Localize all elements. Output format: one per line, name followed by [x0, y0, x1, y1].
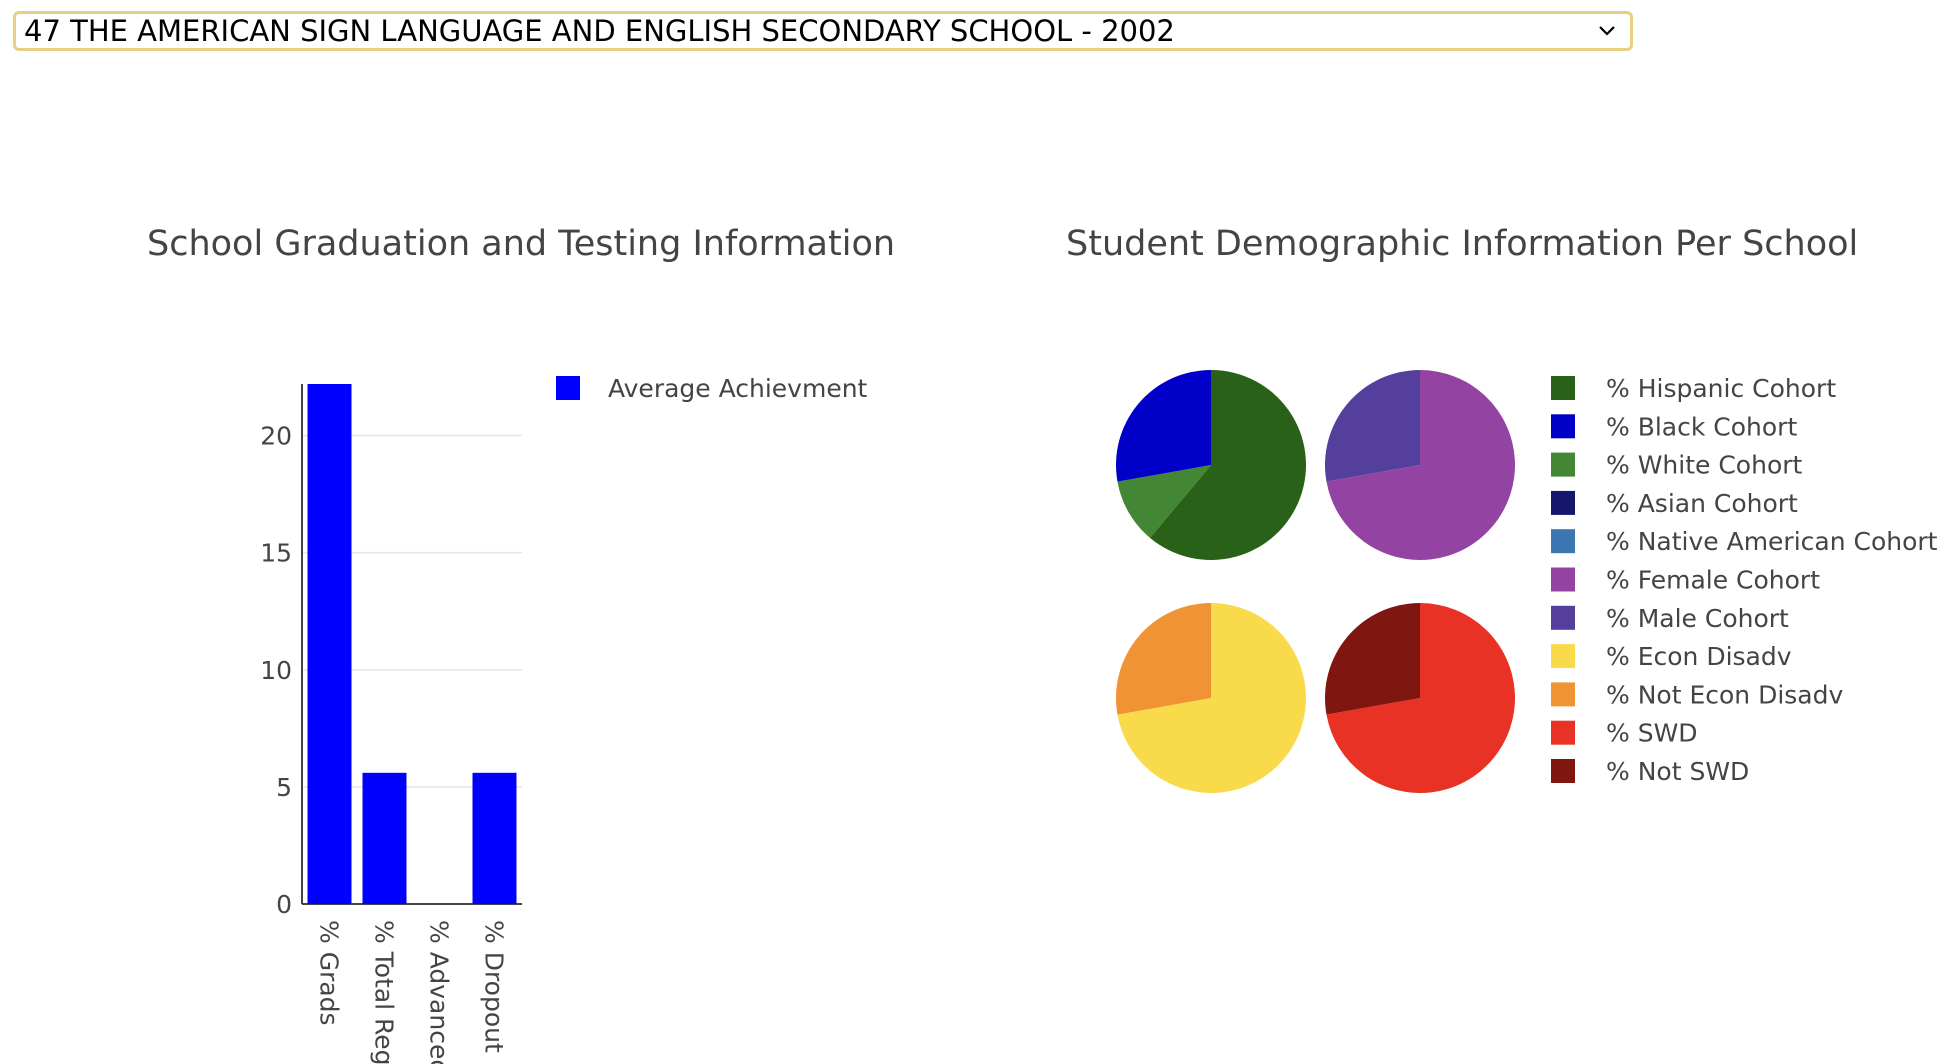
legend-label[interactable]: % SWD	[1606, 719, 1698, 748]
legend-swatch[interactable]	[1551, 682, 1575, 707]
legend-swatch[interactable]	[1551, 567, 1575, 592]
bar-pct-dropout[interactable]	[472, 772, 517, 904]
chevron-down-icon	[1599, 26, 1615, 36]
legend-swatch[interactable]	[1551, 644, 1575, 669]
legend-swatch[interactable]	[1551, 376, 1575, 400]
x-tick-label: % Dropout	[480, 920, 509, 1053]
legend-swatch[interactable]	[1551, 414, 1575, 439]
bar-chart-title: School Graduation and Testing Informatio…	[147, 224, 896, 264]
legend-label[interactable]: % Not SWD	[1606, 757, 1749, 786]
legend-label[interactable]: % Male Cohort	[1606, 604, 1789, 633]
y-tick-label: 5	[276, 773, 292, 802]
legend-label[interactable]: % Black Cohort	[1606, 412, 1797, 441]
bar-pct-grads[interactable]	[307, 384, 352, 904]
y-tick-label: 0	[276, 890, 292, 919]
legend-label[interactable]: Average Achievment	[608, 374, 868, 403]
pie-slice-pct-not-swd[interactable]	[1325, 603, 1420, 715]
legend-swatch[interactable]	[1551, 605, 1575, 630]
pie-slice-pct-female-cohort[interactable]	[1326, 370, 1515, 560]
pie-slice-pct-black-cohort[interactable]	[1116, 370, 1211, 482]
bar-chart: 0 5 10 15 20 % Grads % Total Reg % Advanced % Dr…	[260, 374, 868, 1064]
legend-swatch[interactable]	[1551, 720, 1575, 745]
legend-label[interactable]: % White Cohort	[1606, 451, 1803, 480]
bar-pct-total-reg[interactable]	[362, 772, 407, 904]
legend-label[interactable]: % Hispanic Cohort	[1606, 374, 1836, 403]
legend-swatch[interactable]	[1551, 452, 1575, 477]
school-select-value: 47 THE AMERICAN SIGN LANGUAGE AND ENGLIS…	[24, 14, 1175, 48]
pie-slice-pct-not-econ-disadv[interactable]	[1116, 603, 1211, 715]
legend-swatch[interactable]	[1551, 490, 1575, 515]
legend-label[interactable]: % Native American Cohort	[1606, 527, 1938, 556]
y-tick-label: 10	[260, 656, 292, 685]
pie-slice-pct-hispanic-cohort[interactable]	[1149, 370, 1306, 560]
pie-slice-pct-econ-disadv[interactable]	[1117, 603, 1306, 793]
y-tick-label: 15	[260, 539, 292, 568]
legend-swatch[interactable]	[1551, 759, 1575, 783]
x-tick-label: % Grads	[315, 920, 344, 1026]
x-tick-label: % Total Reg	[370, 920, 399, 1064]
legend-label[interactable]: % Not Econ Disadv	[1606, 680, 1843, 709]
pie-slice-pct-male-cohort[interactable]	[1325, 370, 1420, 482]
legend-label[interactable]: % Asian Cohort	[1606, 489, 1798, 518]
y-tick-label: 20	[260, 422, 292, 451]
legend-swatch[interactable]	[1551, 529, 1575, 554]
legend-swatch[interactable]	[556, 376, 580, 400]
pie-slice-pct-white-cohort[interactable]	[1117, 465, 1211, 538]
pie-chart: % Hispanic Cohort % Black Cohort % White C…	[1116, 370, 1938, 793]
legend-label[interactable]: % Econ Disadv	[1606, 642, 1792, 671]
pie-chart-title: Student Demographic Information Per Scho…	[1066, 224, 1859, 264]
school-select[interactable]: 47 THE AMERICAN SIGN LANGUAGE AND ENGLIS…	[13, 11, 1633, 51]
x-tick-label: % Advanced	[425, 920, 454, 1064]
legend-label[interactable]: % Female Cohort	[1606, 566, 1820, 595]
pie-slice-pct-swd[interactable]	[1326, 603, 1515, 793]
